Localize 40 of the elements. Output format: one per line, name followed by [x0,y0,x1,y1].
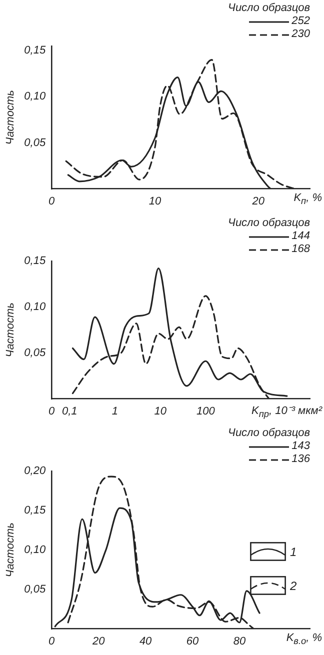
y-tick-label: 0,05 [24,583,46,596]
x-tick-label: 10 [148,195,162,208]
y-tick-label: 0,05 [24,346,46,359]
y-tick-label: 0,10 [24,300,46,313]
annotation: 1 [290,544,297,558]
x-tick-label: 0,1 [62,405,78,418]
legend-label: 144 [292,230,310,243]
x-tick-label: 60 [186,635,200,648]
legend-label: 230 [292,28,310,41]
y-tick-label: 0,20 [24,465,46,478]
y-tick-label: 0,10 [24,90,46,103]
y-tick-label: 0,15 [24,504,46,517]
legend-label: 252 [292,15,310,28]
x-tick-label: 1 [112,405,118,418]
legend-label: 143 [292,440,310,453]
y-tick-label: 0,05 [24,136,46,149]
y-tick-label: 0,15 [24,44,46,57]
x-tick-label: 10 [154,405,168,418]
legend-label: 136 [292,453,310,466]
legend-title: Число образцов [228,2,310,15]
y-tick-label: 0,10 [24,544,46,556]
legend-label: 168 [292,243,310,256]
y-axis-title: Частость [4,522,17,578]
x-tick-label: 80 [233,635,247,648]
x-axis-title: K$_{в.о}$, % [286,632,322,646]
x-tick-label: 0 [48,195,56,208]
legend-title: Число образцов [228,427,310,440]
x-tick-label: 20 [251,195,266,208]
y-tick-label: 0,15 [24,255,46,268]
x-tick-label: 0 [48,405,56,418]
y-axis-title: Частость [4,90,17,145]
x-tick-label: 20 [91,635,106,648]
x-tick-label: 100 [196,405,216,418]
annotation: 2 [290,578,297,592]
x-tick-label: 40 [139,635,153,648]
x-axis-title: K$_{пр}$, 10⁻³ мкм² [252,404,322,419]
y-axis-title: Частость [4,302,17,358]
legend-title: Число образцов [228,217,310,230]
x-axis-title: K$_{п}$, % [294,192,322,206]
x-tick-label: 0 [48,635,56,648]
